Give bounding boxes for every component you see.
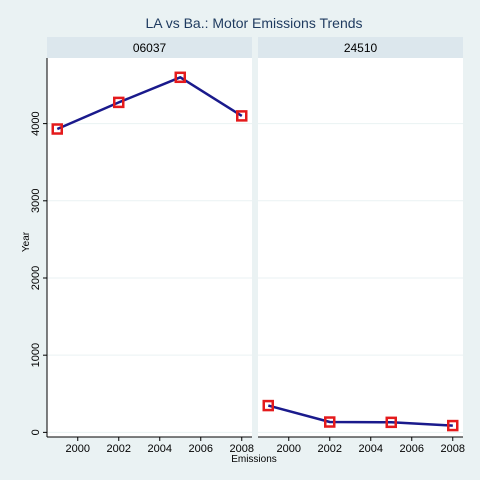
y-tick-label: 2000 [30, 266, 42, 290]
series-line [56, 76, 243, 131]
x-tick-label: 2004 [148, 443, 172, 455]
x-tick-label: 2006 [189, 443, 213, 455]
panel-strip [47, 37, 252, 58]
x-tick-label: 2000 [277, 443, 301, 455]
y-axis-title: Year [21, 231, 32, 252]
plot-area: 06037 0 1000 2000 3000 4000 2000 2002 2004 2006 20… [30, 37, 465, 455]
y-tick-label: 1000 [30, 343, 42, 367]
data-point [174, 71, 186, 84]
panel-strip-label: 24510 [344, 41, 378, 55]
panel-1: 24510 2000 2002 2004 2006 2008 [258, 37, 465, 455]
data-point [236, 110, 248, 122]
panel-0: 06037 0 1000 2000 3000 4000 2000 2002 2004 2006 20… [30, 37, 254, 455]
panel-strip [258, 37, 463, 58]
chart-title: LA vs Ba.: Motor Emissions Trends [145, 15, 362, 31]
x-axis-title: Emissions [231, 454, 277, 465]
x-tick-label: 2006 [400, 443, 424, 455]
x-tick-label: 2002 [318, 443, 342, 455]
x-tick-label: 2004 [359, 443, 383, 455]
y-tick-label: 4000 [30, 111, 42, 135]
data-point [324, 416, 336, 428]
y-tick-label: 0 [30, 429, 42, 435]
data-point [262, 399, 274, 412]
data-point [447, 419, 459, 432]
data-point [113, 96, 125, 109]
x-tick-label: 2008 [441, 443, 465, 455]
panel-background [47, 58, 252, 437]
y-tick-label: 3000 [30, 189, 42, 213]
x-tick-label: 2002 [107, 443, 131, 455]
panel-strip-label: 06037 [133, 41, 167, 55]
x-tick-label: 2000 [66, 443, 90, 455]
data-point [51, 123, 63, 135]
data-point [385, 416, 397, 429]
x-tick-label: 2008 [230, 443, 254, 455]
series-line [267, 404, 453, 427]
panel-background [258, 58, 463, 437]
